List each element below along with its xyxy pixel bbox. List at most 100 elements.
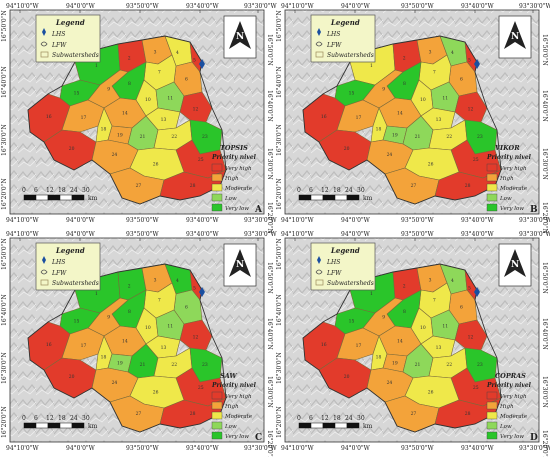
subwatershed-label-28: 28 (465, 411, 471, 417)
subwatershed-layer (27, 263, 227, 433)
latitude-tick-label: 16°20'0"N (266, 430, 273, 457)
priority-level-label: Moderate (499, 414, 528, 420)
lhs-marker (474, 59, 480, 69)
watershed-outline (27, 35, 227, 205)
subwatershed-label-15: 15 (349, 319, 355, 325)
scale-tick-label: 18 (333, 415, 341, 422)
priority-swatch (486, 391, 498, 400)
subwatershed-label-14: 14 (397, 339, 403, 345)
priority-swatch (211, 183, 223, 192)
scale-tick-label: 24 (70, 415, 78, 422)
priority-legend: SAW Priority nivel Very high High Moderate Lo… (211, 372, 257, 440)
panel-letter: D (530, 433, 538, 443)
priority-swatch (211, 391, 223, 400)
latitude-tick-label: 16°50'0"N (266, 262, 273, 294)
latitude-tick-label: 16°50'0"N (1, 238, 8, 270)
priority-swatch (486, 421, 498, 430)
priority-level-label: Moderate (224, 414, 253, 420)
latitude-tick-label: 16°40'0"N (541, 318, 548, 350)
scale-tick-label: 12 (46, 187, 54, 194)
longitude-tick-label: 94°0'0"W (341, 3, 371, 10)
subwatershed-label-12: 12 (468, 334, 474, 340)
lhs-icon (42, 28, 46, 36)
subwatershed-label-2: 2 (403, 284, 406, 290)
scale-tick-label: 0 (297, 415, 301, 422)
subwatershed-label-16: 16 (46, 114, 52, 120)
subwatershed-label-4: 4 (176, 50, 179, 56)
subwatershed-label-11: 11 (167, 324, 173, 330)
watershed-outline (302, 263, 502, 433)
subwatershed-label-18: 18 (376, 126, 382, 132)
subwatershed-label-28: 28 (190, 411, 196, 417)
subwatershed-label-6: 6 (460, 304, 463, 310)
subwatershed-label-9: 9 (382, 314, 385, 320)
longitude-tick-label: 93°50'0"W (401, 3, 434, 10)
subwatershed-label-16: 16 (46, 342, 52, 348)
legend-title: Legend (55, 18, 85, 27)
longitude-tick-label: 94°10'0"W (6, 231, 39, 238)
priority-level-label: Moderate (224, 186, 253, 192)
latitude-tick-label: 16°20'0"N (266, 202, 273, 234)
subwatershed-label-25: 25 (473, 385, 479, 391)
panel-letter: B (530, 205, 538, 215)
latitude-tick-label: 16°50'0"N (276, 238, 283, 270)
priority-legend: TOPSIS Priority nivel Very high High Moderat… (211, 144, 257, 212)
method-name: VIKOR (495, 144, 520, 152)
longitude-tick-label: 94°10'0"W (281, 3, 314, 10)
longitude-tick-label: 93°30'0"W (244, 217, 277, 224)
subwatershed-label-4: 4 (451, 50, 454, 56)
subwatershed-label-20: 20 (69, 146, 75, 152)
scale-tick-label: 12 (321, 415, 329, 422)
legend-item-lhs: LHS (326, 31, 340, 38)
scale-tick-label: 24 (70, 187, 78, 194)
scale-tick-label: 24 (345, 415, 353, 422)
legend-item-subwatersheds: Subwatersheds (327, 280, 374, 287)
subwatershed-label-24: 24 (112, 152, 118, 158)
subwatershed-label-13: 13 (436, 345, 442, 351)
longitude-tick-label: 94°10'0"W (281, 445, 314, 452)
subwatershed-label-7: 7 (433, 297, 436, 303)
legend-title: Legend (55, 246, 85, 255)
longitude-tick-label: 93°50'0"W (401, 445, 434, 452)
subwatershed-label-28: 28 (465, 183, 471, 189)
scale-tick-label: 18 (333, 187, 341, 194)
priority-level-label: Low (499, 196, 512, 202)
subwatershed-label-15: 15 (349, 91, 355, 97)
priority-level-label: Very high (500, 166, 527, 172)
priority-swatch (211, 411, 223, 420)
subwatershed-label-6: 6 (460, 76, 463, 82)
scale-unit: km (88, 423, 98, 430)
latitude-tick-label: 16°40'0"N (266, 318, 273, 350)
scale-tick-label: 30 (82, 415, 90, 422)
subwatershed-label-3: 3 (429, 277, 432, 283)
longitude-tick-label: 93°50'0"W (126, 217, 159, 224)
lfw-icon (40, 41, 48, 47)
subwatershed-label-16: 16 (321, 114, 327, 120)
scale-tick-label: 18 (58, 187, 66, 194)
legend-item-lhs: LHS (326, 259, 340, 266)
subwatershed-label-7: 7 (158, 297, 161, 303)
subwatershed-label-15: 15 (74, 91, 80, 97)
subwatershed-label-20: 20 (69, 374, 75, 380)
legend-item-lhs: LHS (51, 259, 65, 266)
priority-level-label: Very high (225, 394, 252, 400)
subwatershed-label-7: 7 (433, 69, 436, 75)
latitude-tick-label: 16°40'0"N (276, 294, 283, 326)
north-label: N (236, 260, 244, 270)
priority-swatch (486, 193, 498, 202)
longitude-tick-label: 93°30'0"W (519, 217, 550, 224)
north-arrow-icon: N (223, 243, 257, 287)
priority-legend: VIKOR Priority nivel Very high High Moderate… (486, 144, 532, 212)
subwatershed-label-6: 6 (185, 76, 188, 82)
longitude-tick-label: 94°0'0"W (66, 217, 96, 224)
method-name: SAW (220, 372, 237, 380)
scale-tick-label: 12 (46, 415, 54, 422)
longitude-tick-label: 94°10'0"W (281, 217, 314, 224)
subwatershed-layer (27, 35, 227, 205)
scale-tick-label: 6 (309, 415, 313, 422)
subwatershed-label-9: 9 (382, 86, 385, 92)
subwatershed-label-17: 17 (356, 343, 362, 349)
